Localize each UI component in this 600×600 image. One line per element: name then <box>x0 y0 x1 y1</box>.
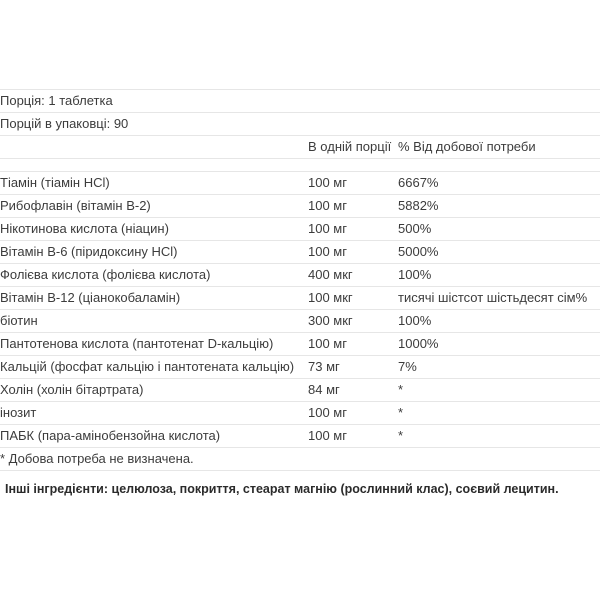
nutrient-row: інозит 100 мг * <box>0 401 600 425</box>
nutrient-amount-cell: 100 мг <box>308 424 398 448</box>
nutrient-name-cell: Пантотенова кислота (пантотенат D-кальці… <box>0 332 308 356</box>
nutrient-dv-cell: тисячі шістсот шістьдесят сім% <box>398 286 600 310</box>
nutrient-dv-cell: 7% <box>398 355 600 379</box>
nutrient-row: Рибофлавін (вітамін В-2) 100 мг 5882% <box>0 194 600 218</box>
nutrient-dv-cell: 5882% <box>398 194 600 218</box>
nutrient-amount-cell: 100 мг <box>308 401 398 425</box>
column-header-nutrient <box>0 135 308 159</box>
nutrient-dv-cell: * <box>398 424 600 448</box>
nutrient-amount-cell: 100 мг <box>308 240 398 264</box>
nutrient-dv-cell: * <box>398 401 600 425</box>
servings-per-container-text: Порцій в упаковці: 90 <box>0 112 600 136</box>
nutrient-row: Вітамін В-6 (піридоксину HCl) 100 мг 5000% <box>0 240 600 264</box>
nutrient-amount-cell: 73 мг <box>308 355 398 379</box>
nutrient-row: Холін (холін бітартрата) 84 мг * <box>0 378 600 402</box>
nutrient-amount-cell: 100 мкг <box>308 286 398 310</box>
nutrient-row: Кальцій (фосфат кальцію і пантотената ка… <box>0 355 600 379</box>
nutrient-row: ПАБК (пара-амінобензойна кислота) 100 мг * <box>0 424 600 448</box>
nutrient-dv-cell: * <box>398 378 600 402</box>
serving-info-section: Порція: 1 таблетка Порцій в упаковці: 90… <box>0 89 600 172</box>
spacer-cell <box>0 158 600 172</box>
nutrient-name-cell: Рибофлавін (вітамін В-2) <box>0 194 308 218</box>
column-header-daily-value: % Від добової потреби <box>398 135 600 159</box>
nutrient-row: Тіамін (тіамін HCl) 100 мг 6667% <box>0 171 600 195</box>
nutrient-dv-cell: 5000% <box>398 240 600 264</box>
servings-per-container-row: Порцій в упаковці: 90 <box>0 112 600 136</box>
supplement-facts-table: Порція: 1 таблетка Порцій в упаковці: 90… <box>0 89 600 471</box>
nutrient-name-cell: Холін (холін бітартрата) <box>0 378 308 402</box>
nutrient-name-cell: Вітамін В-6 (піридоксину HCl) <box>0 240 308 264</box>
nutrient-amount-cell: 400 мкг <box>308 263 398 287</box>
nutrient-name-cell: Вітамін В-12 (ціанокобаламін) <box>0 286 308 310</box>
nutrient-name-cell: біотин <box>0 309 308 333</box>
footnote-row: * Добова потреба не визначена. <box>0 447 600 471</box>
nutrient-amount-cell: 100 мг <box>308 217 398 241</box>
nutrient-amount-cell: 84 мг <box>308 378 398 402</box>
nutrient-row: біотин 300 мкг 100% <box>0 309 600 333</box>
nutrient-dv-cell: 6667% <box>398 171 600 195</box>
column-header-row: В одній порції % Від добової потреби <box>0 135 600 159</box>
supplement-facts-panel: Порція: 1 таблетка Порцій в упаковці: 90… <box>0 89 600 496</box>
nutrient-amount-cell: 100 мг <box>308 194 398 218</box>
nutrient-amount-cell: 100 мг <box>308 332 398 356</box>
column-header-amount: В одній порції <box>308 135 398 159</box>
daily-value-footnote: * Добова потреба не визначена. <box>0 447 600 471</box>
serving-size-row: Порція: 1 таблетка <box>0 89 600 113</box>
nutrient-name-cell: Кальцій (фосфат кальцію і пантотената ка… <box>0 355 308 379</box>
nutrient-row: Пантотенова кислота (пантотенат D-кальці… <box>0 332 600 356</box>
nutrient-name-cell: Фолієва кислота (фолієва кислота) <box>0 263 308 287</box>
nutrient-rows: Тіамін (тіамін HCl) 100 мг 6667% Рибофлавін… <box>0 171 600 448</box>
nutrient-name-cell: ПАБК (пара-амінобензойна кислота) <box>0 424 308 448</box>
nutrient-name-cell: Нікотинова кислота (ніацин) <box>0 217 308 241</box>
nutrient-row: Нікотинова кислота (ніацин) 100 мг 500% <box>0 217 600 241</box>
nutrient-row: Фолієва кислота (фолієва кислота) 400 мкг… <box>0 263 600 287</box>
nutrient-dv-cell: 100% <box>398 309 600 333</box>
nutrient-dv-cell: 500% <box>398 217 600 241</box>
nutrient-dv-cell: 1000% <box>398 332 600 356</box>
nutrient-amount-cell: 300 мкг <box>308 309 398 333</box>
other-ingredients-text: Інші інгредієнти: целюлоза, покриття, ст… <box>5 482 559 496</box>
footnote-section: * Добова потреба не визначена. <box>0 447 600 471</box>
nutrient-name-cell: інозит <box>0 401 308 425</box>
nutrient-name-cell: Тіамін (тіамін HCl) <box>0 171 308 195</box>
serving-size-text: Порція: 1 таблетка <box>0 89 600 113</box>
nutrient-amount-cell: 100 мг <box>308 171 398 195</box>
nutrient-row: Вітамін В-12 (ціанокобаламін) 100 мкг тися… <box>0 286 600 310</box>
spacer-row <box>0 158 600 172</box>
nutrient-dv-cell: 100% <box>398 263 600 287</box>
